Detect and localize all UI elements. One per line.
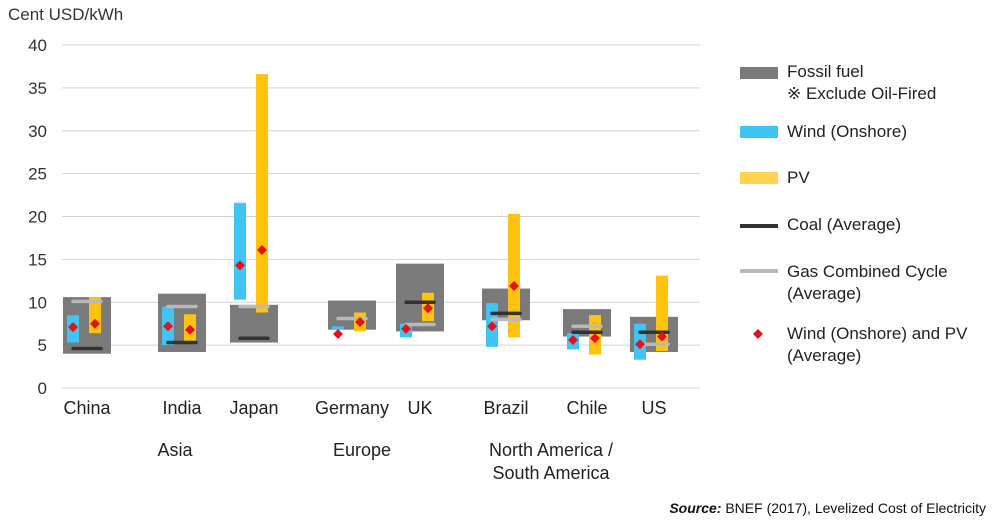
- legend-swatch-pv: [740, 172, 778, 184]
- pv-average-uk: [423, 303, 433, 314]
- y-axis-unit-label: Cent USD/kWh: [8, 5, 123, 24]
- wind-average-chile: [568, 334, 578, 345]
- legend-label-wind: Wind (Onshore): [787, 122, 907, 141]
- y-tick-label-30: 30: [28, 122, 47, 141]
- pv-average-china: [90, 318, 100, 329]
- legend-label-pv: PV: [787, 168, 810, 187]
- pv-average-us: [657, 331, 667, 342]
- category-label-uk: UK: [407, 398, 432, 418]
- country-group-chile: [563, 309, 611, 355]
- y-tick-label-20: 20: [28, 208, 47, 227]
- y-tick-label-10: 10: [28, 293, 47, 312]
- group-label-north-america-south-america: North America / South America: [489, 440, 613, 483]
- y-tick-labels: 0 5 10 15 20 25 30 35 40: [28, 36, 47, 398]
- category-label-brazil: Brazil: [483, 398, 528, 418]
- y-tick-label-15: 15: [28, 250, 47, 269]
- y-tick-label-0: 0: [38, 379, 47, 398]
- wind-average-japan: [235, 260, 245, 271]
- category-label-japan: Japan: [229, 398, 278, 418]
- wind-average-germany: [333, 328, 343, 339]
- fossil-range-germany: [328, 300, 376, 330]
- category-label-india: India: [162, 398, 202, 418]
- pv-range-japan: [256, 74, 268, 313]
- legend: Fossil fuel ※ Exclude Oil-Fired Wind (Onsh…: [740, 62, 968, 365]
- category-labels: China India Japan Germany UK Brazil Chile US: [63, 398, 666, 418]
- fossil-range-uk: [396, 263, 444, 332]
- country-group-uk: [396, 263, 444, 338]
- legend-label-gas: Gas Combined Cycle (Average): [787, 262, 948, 303]
- y-tick-label-25: 25: [28, 165, 47, 184]
- category-label-china: China: [63, 398, 111, 418]
- pv-average-chile: [590, 333, 600, 344]
- source-text: BNEF (2017), Levelized Cost of Electrici…: [725, 500, 986, 516]
- legend-swatch-diamond-average: [753, 329, 763, 339]
- wind-average-brazil: [487, 321, 497, 332]
- wind-average-uk: [401, 323, 411, 334]
- country-group-japan: [230, 74, 278, 343]
- legend-swatch-wind: [740, 126, 778, 138]
- country-group-china: [63, 297, 111, 354]
- pv-average-japan: [257, 244, 267, 255]
- legend-label-fossil-fuel: Fossil fuel ※ Exclude Oil-Fired: [787, 62, 936, 103]
- wind-average-india: [163, 321, 173, 332]
- country-group-india: [158, 293, 206, 352]
- country-group-us: [630, 275, 678, 360]
- legend-label-wind-pv-average: Wind (Onshore) and PV (Average): [787, 324, 968, 365]
- category-label-germany: Germany: [315, 398, 389, 418]
- group-label-asia: Asia: [157, 440, 193, 460]
- fossil-range-japan: [230, 304, 278, 343]
- wind-range-japan: [234, 202, 246, 300]
- country-group-germany: [328, 300, 376, 339]
- wind-average-china: [68, 322, 78, 333]
- y-tick-label-5: 5: [38, 336, 47, 355]
- pv-range-brazil: [508, 213, 520, 338]
- pv-average-brazil: [509, 280, 519, 291]
- source-note: Source: BNEF (2017), Levelized Cost of E…: [669, 500, 986, 516]
- legend-label-coal: Coal (Average): [787, 215, 901, 234]
- pv-average-germany: [355, 316, 365, 327]
- legend-swatch-fossil-fuel: [740, 67, 778, 79]
- group-label-europe: Europe: [333, 440, 391, 460]
- plot-area: [63, 74, 678, 360]
- group-labels: Asia Europe North America / South America: [157, 440, 613, 483]
- source-label: Source: [669, 500, 717, 516]
- y-tick-label-40: 40: [28, 36, 47, 55]
- country-group-brazil: [482, 213, 530, 347]
- wind-range-germany: [332, 326, 344, 330]
- category-label-chile: Chile: [566, 398, 607, 418]
- wind-average-us: [635, 339, 645, 350]
- category-label-us: US: [641, 398, 666, 418]
- y-tick-label-35: 35: [28, 79, 47, 98]
- pv-average-india: [185, 324, 195, 335]
